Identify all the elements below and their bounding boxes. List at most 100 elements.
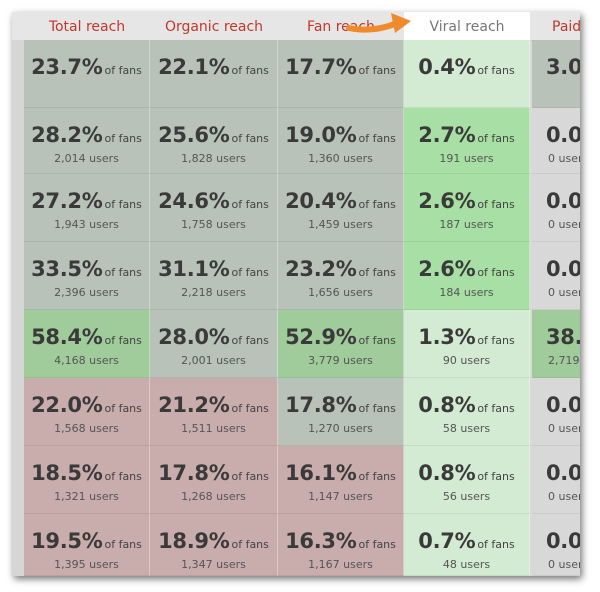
of-fans-label: of fans xyxy=(358,402,396,415)
of-fans-label: of fans xyxy=(104,64,142,77)
table-cell: 18.5% of fans 1,321 users xyxy=(24,446,150,514)
user-count: 90 users xyxy=(442,354,491,367)
table-cell: 3.0%of fans xyxy=(532,40,580,108)
reach-percentage: 16.1% xyxy=(285,461,357,485)
column-header-viral-reach[interactable]: Viral reach xyxy=(404,12,530,40)
table-cell: 16.3% of fans 1,167 users xyxy=(278,514,404,576)
of-fans-label: of fans xyxy=(477,132,515,145)
user-count: 48 users xyxy=(442,558,491,571)
table-cell: 0.8% of fans 56 users xyxy=(404,446,530,514)
reach-percentage: 0.8% xyxy=(418,393,476,417)
table-cell: 21.2% of fans 1,511 users xyxy=(150,378,278,446)
table-cell: 19.5% of fans 1,395 users xyxy=(24,514,150,576)
user-count: 1,270 users xyxy=(308,422,373,435)
of-fans-label: of fans xyxy=(104,538,142,551)
table-cell: 2.7% of fans 191 users xyxy=(404,108,530,174)
reach-percentage: 0.0% xyxy=(546,123,580,147)
user-count: 0 users xyxy=(548,490,580,503)
reach-percentage: 22.1% xyxy=(158,55,230,79)
table-cell: 23.2% of fans 1,656 users xyxy=(278,242,404,310)
table-cell: 2.6% of fans 187 users xyxy=(404,174,530,242)
of-fans-label: of fans xyxy=(358,538,396,551)
user-count: 2,719 users xyxy=(548,354,580,367)
of-fans-label: of fans xyxy=(104,334,142,347)
table-header-row: Total reach Organic reach Fan reach Viral r… xyxy=(12,12,580,41)
table-cell: 0.4% of fans xyxy=(404,40,530,108)
of-fans-label: of fans xyxy=(358,198,396,211)
reach-percentage: 2.6% xyxy=(418,189,476,213)
table-cell: 1.3% of fans 90 users xyxy=(404,310,530,378)
user-count: 0 users xyxy=(548,218,580,231)
user-count: 2,218 users xyxy=(181,286,246,299)
of-fans-label: of fans xyxy=(104,402,142,415)
of-fans-label: of fans xyxy=(104,266,142,279)
reach-percentage: 20.4% xyxy=(285,189,357,213)
user-count: 2,396 users xyxy=(54,286,119,299)
table-cell: 2.6% of fans 184 users xyxy=(404,242,530,310)
table-cell: 0.8% of fans 58 users xyxy=(404,378,530,446)
table-cell: 27.2% of fans 1,943 users xyxy=(24,174,150,242)
table-cell: 16.1% of fans 1,147 users xyxy=(278,446,404,514)
reach-table-frame: Total reach Organic reach Fan reach Viral r… xyxy=(12,12,580,576)
column-header-paid-reach[interactable]: Paid reach xyxy=(552,19,580,35)
reach-percentage: 17.7% xyxy=(285,55,357,79)
of-fans-label: of fans xyxy=(358,470,396,483)
reach-percentage: 0.0% xyxy=(546,529,580,553)
reach-percentage: 0.0% xyxy=(546,461,580,485)
of-fans-label: of fans xyxy=(477,470,515,483)
table-cell: 20.4% of fans 1,459 users xyxy=(278,174,404,242)
reach-percentage: 33.5% xyxy=(31,257,103,281)
of-fans-label: of fans xyxy=(231,402,269,415)
reach-percentage: 16.3% xyxy=(285,529,357,553)
of-fans-label: of fans xyxy=(231,198,269,211)
reach-percentage: 27.2% xyxy=(31,189,103,213)
reach-percentage: 58.4% xyxy=(31,325,103,349)
user-count: 2,001 users xyxy=(181,354,246,367)
of-fans-label: of fans xyxy=(358,132,396,145)
table-cell: 23.7% of fans xyxy=(24,40,150,108)
user-count: 1,459 users xyxy=(308,218,373,231)
user-count: 1,360 users xyxy=(308,152,373,165)
user-count: 0 users xyxy=(548,286,580,299)
column-header-organic-reach[interactable]: Organic reach xyxy=(164,19,264,35)
table-cell: 22.0% of fans 1,568 users xyxy=(24,378,150,446)
user-count: 1,758 users xyxy=(181,218,246,231)
of-fans-label: of fans xyxy=(358,266,396,279)
reach-percentage: 38.1% xyxy=(546,325,580,349)
arrow-right-icon xyxy=(346,13,411,33)
table-cell: 24.6% of fans 1,758 users xyxy=(150,174,278,242)
reach-percentage: 23.2% xyxy=(285,257,357,281)
user-count: 191 users xyxy=(439,152,494,165)
of-fans-label: of fans xyxy=(477,266,515,279)
table-cell: 28.0% of fans 2,001 users xyxy=(150,310,278,378)
user-count: 1,943 users xyxy=(54,218,119,231)
of-fans-label: of fans xyxy=(477,198,515,211)
reach-percentage: 25.6% xyxy=(158,123,230,147)
user-count: 1,268 users xyxy=(181,490,246,503)
reach-percentage: 0.4% xyxy=(418,55,476,79)
table-cell: 17.7% of fans xyxy=(278,40,404,108)
reach-percentage: 19.0% xyxy=(285,123,357,147)
of-fans-label: of fans xyxy=(358,64,396,77)
reach-percentage: 52.9% xyxy=(285,325,357,349)
reach-percentage: 28.0% xyxy=(158,325,230,349)
of-fans-label: of fans xyxy=(231,266,269,279)
reach-percentage: 18.9% xyxy=(158,529,230,553)
reach-percentage: 0.8% xyxy=(418,461,476,485)
of-fans-label: of fans xyxy=(231,334,269,347)
column-header-total-reach[interactable]: Total reach xyxy=(48,19,126,35)
user-count: 1,321 users xyxy=(54,490,119,503)
of-fans-label: of fans xyxy=(104,132,142,145)
reach-percentage: 23.7% xyxy=(31,55,103,79)
user-count: 1,568 users xyxy=(54,422,119,435)
table-cell: 58.4% of fans 4,168 users xyxy=(24,310,150,378)
of-fans-label: of fans xyxy=(477,64,515,77)
of-fans-label: of fans xyxy=(477,334,515,347)
reach-percentage: 2.7% xyxy=(418,123,476,147)
reach-percentage: 22.0% xyxy=(31,393,103,417)
of-fans-label: of fans xyxy=(104,470,142,483)
table-cell: 19.0% of fans 1,360 users xyxy=(278,108,404,174)
user-count: 4,168 users xyxy=(54,354,119,367)
